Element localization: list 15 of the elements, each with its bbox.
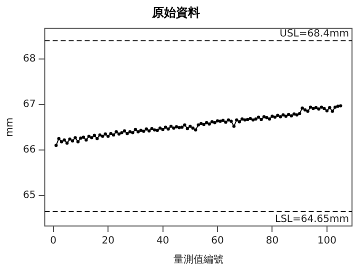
x-axis-title: 量測值編號 xyxy=(173,254,224,266)
y-axis-title: mm xyxy=(4,117,16,137)
y-tick-label: 68 xyxy=(22,54,36,64)
x-tick-label: 60 xyxy=(211,236,224,247)
y-tick-label: 65 xyxy=(22,190,36,202)
x-tick-label: 100 xyxy=(317,236,336,247)
x-tick-label: 0 xyxy=(50,236,57,247)
x-tick-label: 80 xyxy=(266,236,279,247)
ref-line-label: LSL=64.65mm xyxy=(275,214,349,226)
y-tick-label: 67 xyxy=(22,99,36,110)
x-tick-label: 40 xyxy=(156,236,170,247)
ref-line-label: USL=68.4mm xyxy=(280,28,349,40)
y-tick-label: 66 xyxy=(22,144,36,156)
x-tick-label: 20 xyxy=(102,236,114,247)
chart-title: 原始資料 xyxy=(151,5,200,20)
